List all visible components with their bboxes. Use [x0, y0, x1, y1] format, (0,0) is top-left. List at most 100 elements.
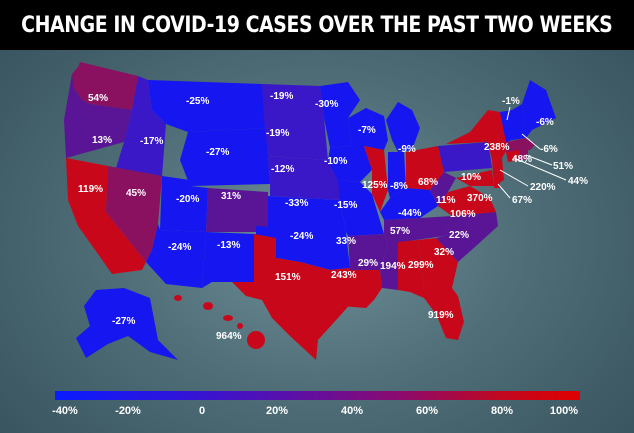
label-id: -17% [140, 136, 163, 147]
state-va [438, 186, 496, 216]
label-ar: 33% [336, 236, 356, 247]
callout-line-ri [525, 154, 553, 166]
legend-label: -40% [52, 405, 78, 417]
label-sc: 32% [434, 247, 454, 258]
state-wv [430, 172, 456, 206]
state-al [398, 240, 424, 292]
label-me: -6% [536, 117, 554, 128]
callout-line-nh [521, 133, 541, 150]
state-ky [380, 188, 438, 220]
label-mn: -30% [315, 99, 338, 110]
state-tn [384, 216, 452, 244]
state-ca [66, 158, 146, 274]
label-tn: 57% [390, 226, 410, 237]
label-ne: -12% [271, 164, 294, 175]
state-ms [380, 242, 398, 290]
label-va: 106% [450, 209, 476, 220]
legend-label: -20% [115, 405, 141, 417]
label-wv: 11% [436, 195, 456, 206]
map-title: CHANGE IN COVID-19 CASES OVER THE PAST T… [21, 12, 613, 38]
label-ok: -24% [290, 231, 313, 242]
title-bar: CHANGE IN COVID-19 CASES OVER THE PAST T… [0, 0, 634, 50]
state-co [206, 188, 268, 232]
state-mo [338, 180, 384, 236]
label-co: 31% [221, 191, 241, 202]
label-il: 125% [362, 180, 388, 191]
callout-line-ct [513, 157, 567, 181]
state-wi [348, 108, 388, 150]
legend-label: 0 [198, 405, 206, 417]
legend-label: 20% [265, 405, 289, 417]
state-fl [410, 286, 464, 340]
state-az [146, 224, 206, 288]
state-la [338, 270, 382, 308]
state-de [494, 176, 500, 188]
state-sd [264, 118, 328, 160]
legend-label: 80% [490, 405, 514, 417]
state-md [456, 170, 494, 186]
state-ne [268, 156, 340, 200]
state-ut [160, 176, 208, 232]
legend-labels: -40% -20% 0 20% 40% 60% 80% 100% [52, 405, 580, 425]
state-wy [180, 128, 270, 186]
state-me [522, 80, 556, 138]
label-nh: -6% [540, 144, 558, 155]
label-ny: 238% [484, 142, 510, 153]
legend-label: 100% [549, 405, 579, 417]
label-mt: -25% [186, 96, 209, 107]
label-md: 370% [467, 193, 493, 204]
label-vt: -1% [502, 96, 520, 107]
state-nd [262, 84, 324, 118]
state-sc [436, 232, 476, 262]
state-ks [268, 196, 346, 232]
state-ri [520, 150, 528, 160]
state-nh [512, 104, 526, 140]
legend-color-scale [55, 391, 580, 400]
label-la: 243% [331, 270, 357, 281]
state-ga [418, 238, 458, 288]
state-ok [256, 226, 350, 270]
label-ks: -33% [285, 198, 308, 209]
state-pa [438, 142, 492, 172]
state-or [64, 74, 132, 158]
state-nm [202, 232, 256, 288]
label-tx: 151% [275, 272, 301, 283]
label-ky: -44% [398, 208, 421, 219]
state-mi [386, 102, 420, 152]
label-sd: -19% [266, 128, 289, 139]
label-de: 67% [512, 195, 532, 206]
label-or: 13% [92, 135, 112, 146]
label-nc: 22% [449, 230, 469, 241]
label-ri: 51% [553, 161, 573, 172]
label-oh: 68% [418, 177, 438, 188]
label-wa: 54% [88, 93, 108, 104]
label-ga: 299% [408, 260, 434, 271]
label-ia: -10% [324, 156, 347, 167]
label-al: 194% [380, 261, 406, 272]
callout-line-vt [506, 106, 511, 121]
state-vt [500, 110, 512, 142]
state-il [364, 146, 388, 212]
label-mo: -15% [334, 200, 357, 211]
state-hi [174, 295, 265, 349]
label-ma: 48% [512, 154, 532, 165]
state-ak [76, 288, 178, 360]
label-ca: 119% [78, 184, 103, 195]
state-ny [446, 110, 510, 160]
state-ar [348, 234, 388, 270]
label-ut: -20% [176, 194, 199, 205]
legend-label: 40% [340, 405, 364, 417]
label-wi: -7% [358, 125, 376, 136]
label-nv: 45% [126, 188, 146, 199]
label-mi: -9% [398, 144, 416, 155]
callout-line-de [497, 183, 511, 199]
state-oh [406, 146, 444, 190]
state-mn [320, 82, 360, 148]
label-ct: 44% [568, 176, 588, 187]
state-nv [106, 166, 162, 262]
label-wy: -27% [206, 147, 229, 158]
state-mt [148, 80, 266, 132]
callout-line-nj [499, 169, 529, 187]
label-nj: 220% [530, 182, 556, 193]
legend-label: 60% [415, 405, 439, 417]
